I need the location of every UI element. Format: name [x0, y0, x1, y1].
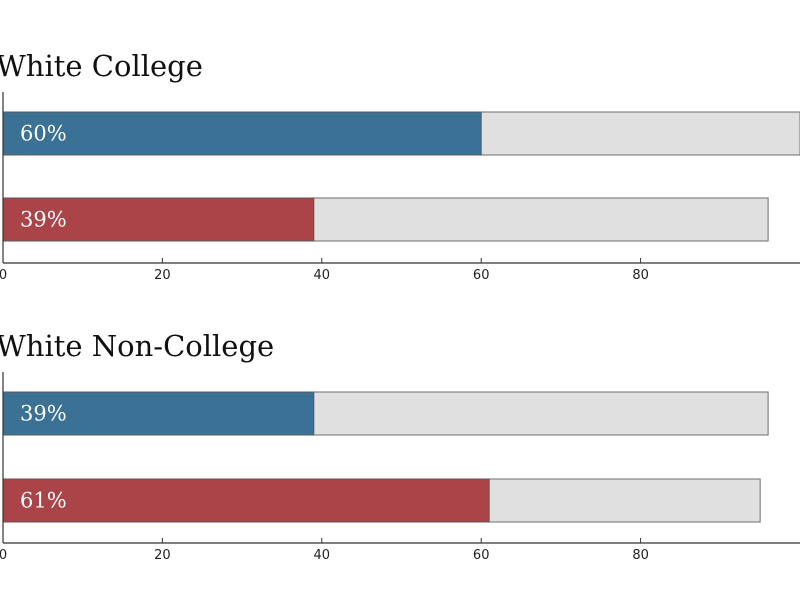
- bar-value: [2, 197, 315, 242]
- x-tick-label: 60: [473, 268, 490, 283]
- chart-panel-2: White Non-College 39% 61% 0 20 40 60 80: [0, 329, 800, 563]
- x-tick-label: 60: [473, 548, 490, 563]
- chart-panel-1: White College 60% 39% 0 20 40 60 80: [0, 49, 800, 283]
- bar-data-label: 60%: [20, 122, 67, 146]
- bar-value: [2, 478, 490, 523]
- x-tick-label: 40: [314, 548, 331, 563]
- bar-value: [2, 111, 482, 156]
- panel-title: White Non-College: [0, 329, 274, 363]
- x-tick-label: 0: [0, 268, 7, 283]
- x-tick-label: 80: [632, 268, 649, 283]
- bar-value: [2, 391, 315, 436]
- bar-data-label: 61%: [20, 489, 67, 513]
- x-tick-label: 20: [154, 268, 171, 283]
- bar-data-label: 39%: [20, 208, 67, 232]
- bar-data-label: 39%: [20, 402, 67, 426]
- x-tick-label: 80: [632, 548, 649, 563]
- x-tick-label: 0: [0, 548, 7, 563]
- x-tick-label: 40: [314, 268, 331, 283]
- x-tick-label: 20: [154, 548, 171, 563]
- panel-title: White College: [0, 49, 203, 83]
